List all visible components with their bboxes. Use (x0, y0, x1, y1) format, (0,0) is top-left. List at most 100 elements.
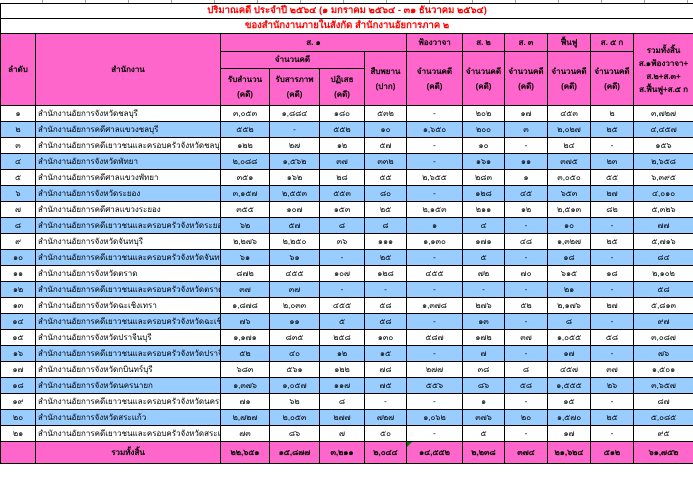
office-name-cell[interactable]: สำนักงานอัยการคดีเยาวชนและครอบครัวจังหวั… (35, 393, 221, 410)
header-office[interactable]: สำนักงาน (35, 33, 221, 106)
value-cell[interactable]: ๓๗ (319, 153, 365, 170)
value-cell[interactable]: ๘ (547, 313, 591, 330)
header-denied[interactable]: ปฏิเสธ (คดี) (319, 68, 365, 106)
value-cell[interactable]: ๒๕ (590, 409, 634, 426)
value-cell[interactable]: - (364, 393, 407, 410)
row-number-cell[interactable]: ๙ (0, 233, 36, 250)
row-number-cell[interactable]: ๓ (0, 137, 36, 154)
value-cell[interactable]: ๑๑๗ (319, 377, 365, 394)
row-number-cell[interactable]: ๗ (0, 201, 36, 218)
value-cell[interactable]: ๗๕ (364, 377, 407, 394)
value-cell[interactable]: ๑๑ (269, 313, 320, 330)
value-cell[interactable]: - (269, 121, 320, 138)
value-cell[interactable]: ๘๒ (590, 201, 634, 218)
value-cell[interactable]: - (590, 313, 634, 330)
value-cell[interactable]: ๑,๐๖๒ (406, 409, 463, 426)
office-name-cell[interactable]: สำนักงานอัยการจังหวัดตราด (35, 265, 221, 282)
value-cell[interactable]: ๑,๓๗๖ (220, 377, 270, 394)
value-cell[interactable]: ๗๘ (364, 361, 407, 378)
office-name-cell[interactable]: สำนักงานอัยการจังหวัดสระแก้ว (35, 409, 221, 426)
value-cell[interactable]: ๑๖๑ (462, 153, 505, 170)
value-cell[interactable]: ๗๗ (632, 217, 693, 234)
total-value-cell[interactable]: ๑๔,๕๕๒ (406, 441, 463, 464)
value-cell[interactable]: ๕๘๗ (406, 329, 463, 346)
office-name-cell[interactable]: สำนักงานอัยการจังหวัดจันทบุรี (35, 233, 221, 250)
row-number-cell[interactable]: ๑๓ (0, 297, 36, 314)
value-cell[interactable]: ๑,๓๗๘ (406, 297, 463, 314)
value-cell[interactable]: - (504, 345, 548, 362)
value-cell[interactable]: ๖๒ (220, 217, 270, 234)
value-cell[interactable]: ๕๒ (220, 345, 270, 362)
value-cell[interactable]: - (319, 281, 365, 298)
value-cell[interactable]: ๘๗๒ (220, 265, 270, 282)
value-cell[interactable]: - (406, 425, 463, 442)
value-cell[interactable]: ๑,๕๗๐ (547, 409, 591, 426)
office-name-cell[interactable]: สำนักงานอัยการจังหวัดกบินทร์บุรี (35, 361, 221, 378)
value-cell[interactable]: - (406, 185, 463, 202)
value-cell[interactable]: ๕,๐๘๕ (632, 409, 693, 426)
value-cell[interactable]: ๗๖ (632, 345, 693, 362)
value-cell[interactable]: ๓๗ (590, 361, 634, 378)
value-cell[interactable]: ๑ (462, 393, 505, 410)
total-value-cell[interactable]: ๒,๒๓๘ (462, 441, 505, 464)
value-cell[interactable]: ๓,๐๘๗ (632, 329, 693, 346)
value-cell[interactable]: - (504, 217, 548, 234)
value-cell[interactable]: ๑๗ (504, 105, 548, 122)
value-cell[interactable]: - (504, 313, 548, 330)
value-cell[interactable]: ๒,๐๒๗ (547, 121, 591, 138)
value-cell[interactable]: ๒,๕๑๓ (547, 201, 591, 218)
value-cell[interactable]: ๑๗๑ (462, 233, 505, 250)
total-value-cell[interactable]: ๓,๒๑๑ (319, 441, 365, 464)
value-cell[interactable]: ๑๐๗ (269, 201, 320, 218)
value-cell[interactable]: ๗๐ (504, 265, 548, 282)
row-number-cell[interactable]: ๒ (0, 121, 36, 138)
value-cell[interactable]: ๒,๗๒๗ (220, 409, 270, 426)
value-cell[interactable]: ๑๘ (547, 249, 591, 266)
value-cell[interactable]: ๖๕๓ (547, 185, 591, 202)
value-cell[interactable]: - (590, 393, 634, 410)
value-cell[interactable]: ๕๓๒ (364, 105, 407, 122)
value-cell[interactable]: ๑๖๒ (269, 169, 320, 186)
value-cell[interactable]: - (590, 217, 634, 234)
value-cell[interactable]: ๑ (504, 169, 548, 186)
value-cell[interactable]: ๒ (590, 105, 634, 122)
value-cell[interactable]: ๕๕๓ (319, 185, 365, 202)
value-cell[interactable]: - (406, 105, 463, 122)
value-cell[interactable]: ๒๗ (590, 185, 634, 202)
office-name-cell[interactable]: สำนักงานอัยการคดีเยาวชนและครอบครัวจังหวั… (35, 345, 221, 362)
header-s2-count[interactable]: จำนวนคดี (คดี) (462, 51, 505, 106)
row-number-cell[interactable]: ๑๘ (0, 377, 36, 394)
value-cell[interactable]: ๒,๑๐๒ (632, 265, 693, 282)
header-s5k[interactable]: ส. ๕ ก (590, 33, 634, 52)
total-value-cell[interactable]: ๒๒,๖๕๑ (220, 441, 270, 464)
value-cell[interactable]: ๕๘ (590, 329, 634, 346)
value-cell[interactable]: ๖๘๓ (220, 361, 270, 378)
value-cell[interactable]: ๒,๑๗๖ (547, 297, 591, 314)
value-cell[interactable]: - (504, 137, 548, 154)
value-cell[interactable]: - (590, 281, 634, 298)
value-cell[interactable]: ๕,๓๒๖ (632, 201, 693, 218)
value-cell[interactable]: - (364, 281, 407, 298)
value-cell[interactable]: ๑,๑๓๐ (406, 233, 463, 250)
value-cell[interactable]: ๑,๕๐๑ (632, 361, 693, 378)
value-cell[interactable]: ๑๗ (547, 345, 591, 362)
value-cell[interactable]: ๗๓ (220, 425, 270, 442)
row-number-cell[interactable]: ๑๑ (0, 265, 36, 282)
value-cell[interactable]: ๒,๐๕๓ (269, 409, 320, 426)
value-cell[interactable]: ๘๔ (632, 249, 693, 266)
value-cell[interactable]: - (590, 249, 634, 266)
value-cell[interactable]: ๕๒ (504, 297, 548, 314)
value-cell[interactable]: ๕๘ (632, 281, 693, 298)
row-number-cell[interactable]: ๔ (0, 153, 36, 170)
value-cell[interactable]: ๙๕ (632, 425, 693, 442)
value-cell[interactable]: ๙๗ (632, 313, 693, 330)
header-s3-count[interactable]: จำนวนคดี (คดี) (504, 51, 548, 106)
total-value-cell[interactable]: ๕๑๒ (590, 441, 634, 464)
value-cell[interactable]: ๔๕๗ (547, 361, 591, 378)
value-cell[interactable]: - (406, 313, 463, 330)
value-cell[interactable]: ๖๑ (269, 249, 320, 266)
value-cell[interactable]: ๓๕๕ (220, 201, 270, 218)
value-cell[interactable]: - (406, 393, 463, 410)
row-number-cell[interactable]: ๒๐ (0, 409, 36, 426)
value-cell[interactable]: - (406, 345, 463, 362)
